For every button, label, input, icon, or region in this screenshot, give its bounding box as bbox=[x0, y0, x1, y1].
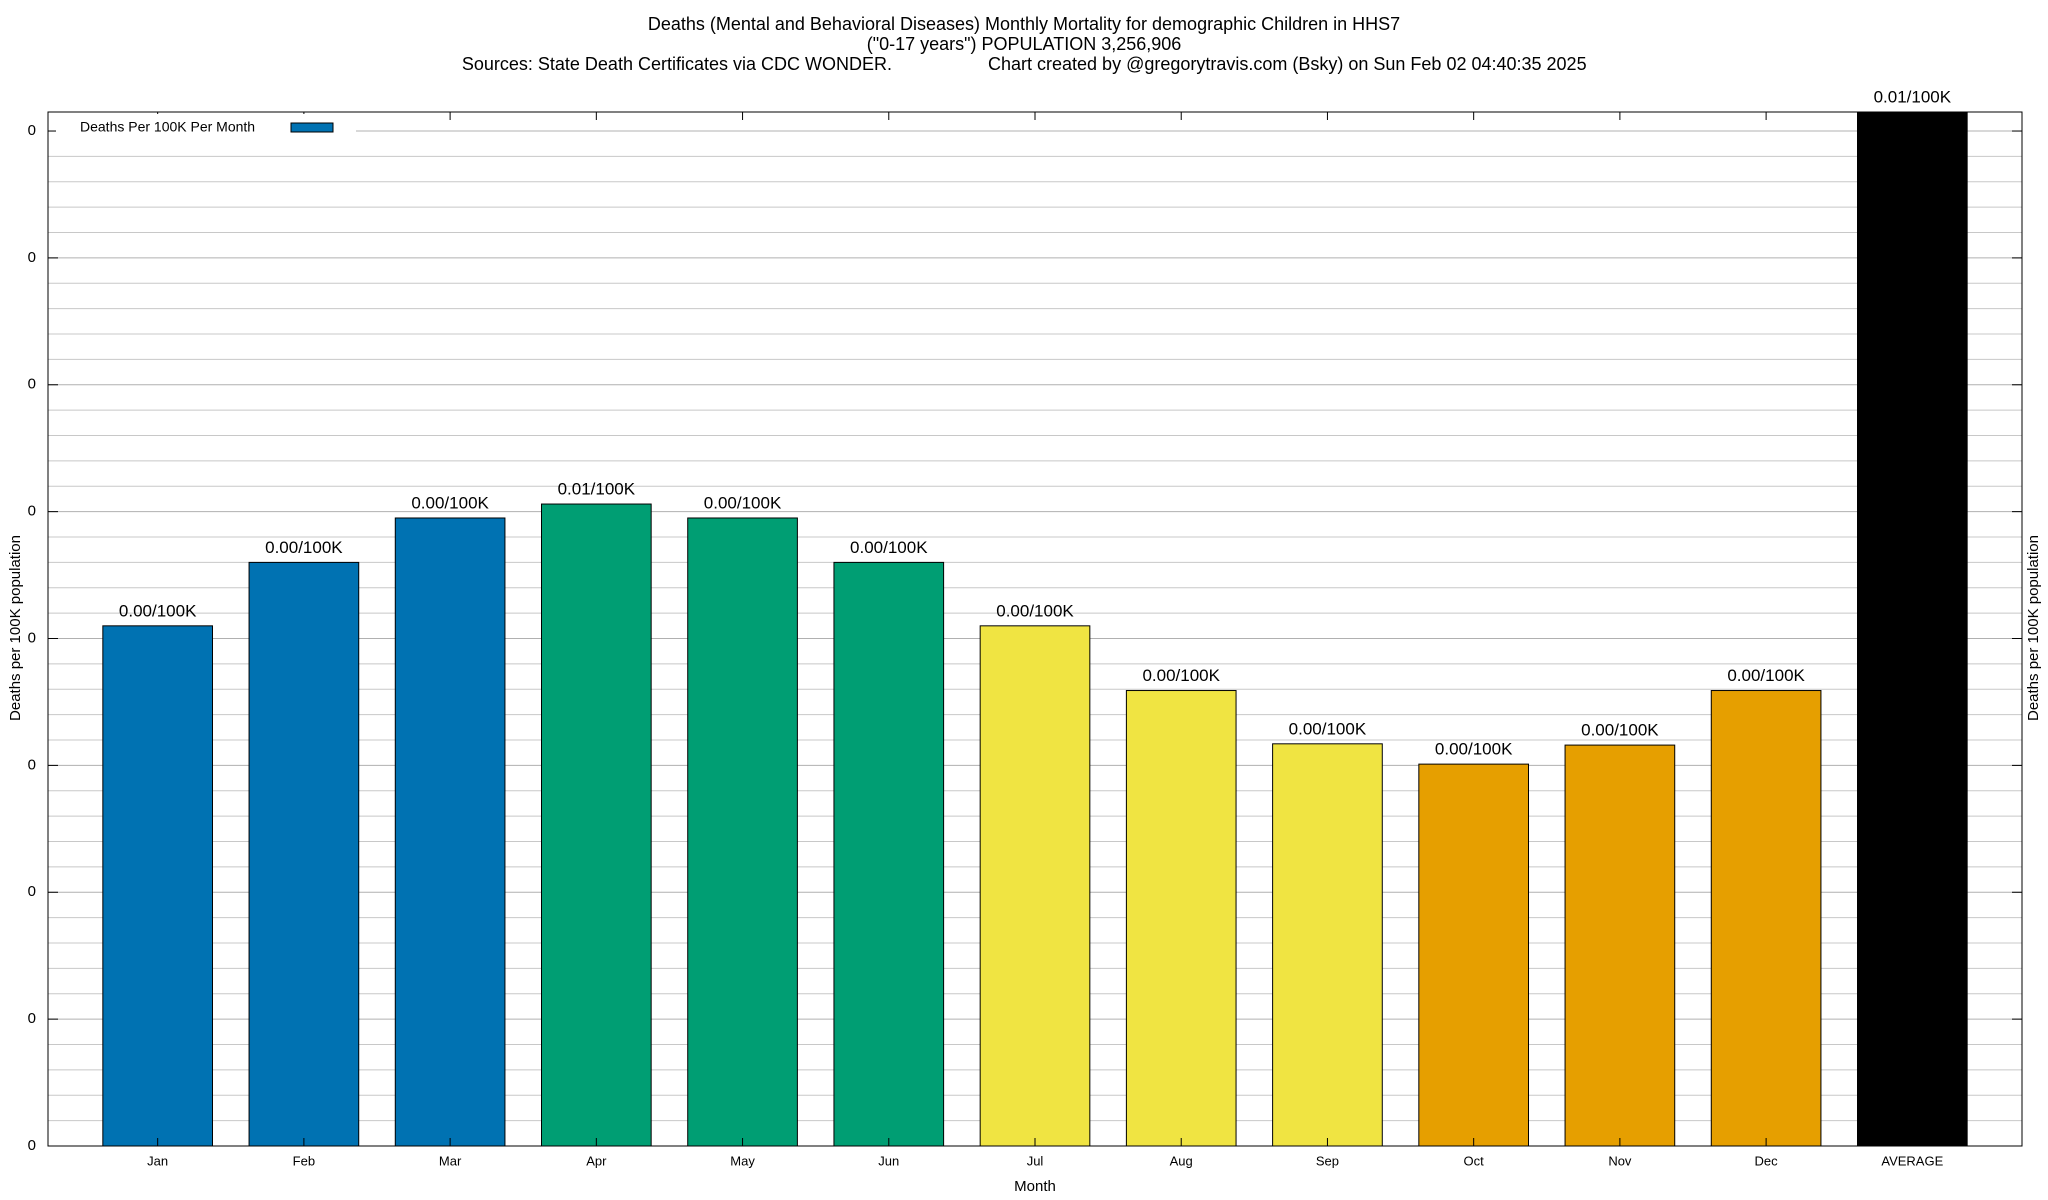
x-tick-label: Jun bbox=[878, 1153, 899, 1168]
x-tick-label: Sep bbox=[1316, 1153, 1339, 1168]
value-label: 0.00/100K bbox=[1435, 740, 1513, 759]
x-tick-label: Oct bbox=[1464, 1153, 1485, 1168]
value-label: 0.00/100K bbox=[996, 601, 1074, 620]
y-tick-label: 0 bbox=[28, 503, 36, 520]
y-tick-label: 0 bbox=[28, 1137, 36, 1154]
bar bbox=[833, 561, 945, 1146]
chart-subtitle: ("0-17 years") POPULATION 3,256,906 bbox=[867, 34, 1182, 54]
x-tick-label: Jan bbox=[147, 1153, 168, 1168]
value-label: 0.00/100K bbox=[265, 538, 343, 557]
bar bbox=[687, 517, 798, 1146]
x-tick-label: Aug bbox=[1170, 1153, 1193, 1168]
value-label: 0.01/100K bbox=[1874, 87, 1952, 106]
bar bbox=[1125, 690, 1237, 1146]
bar bbox=[979, 625, 1091, 1146]
bar bbox=[248, 561, 360, 1146]
value-label: 0.00/100K bbox=[1727, 666, 1805, 685]
x-tick-label: Apr bbox=[586, 1153, 607, 1168]
x-tick-label: Nov bbox=[1608, 1153, 1632, 1168]
legend-swatch bbox=[290, 122, 334, 133]
bar bbox=[1418, 763, 1530, 1146]
y2-axis-label: Deaths per 100K population bbox=[2025, 535, 2042, 721]
value-label: 0.00/100K bbox=[850, 538, 928, 557]
x-tick-label: May bbox=[730, 1153, 755, 1168]
bar bbox=[1272, 743, 1383, 1146]
value-label: 0.00/100K bbox=[119, 601, 197, 620]
value-label: 0.00/100K bbox=[1142, 666, 1220, 685]
y-tick-label: 0 bbox=[28, 376, 36, 393]
y-tick-label: 0 bbox=[28, 122, 36, 139]
chart-credit: Chart created by @gregorytravis.com (Bsk… bbox=[988, 54, 1587, 74]
value-label: 0.00/100K bbox=[411, 493, 489, 512]
y-tick-label: 0 bbox=[28, 1010, 36, 1027]
x-tick-label: AVERAGE bbox=[1881, 1153, 1943, 1168]
value-label: 0.01/100K bbox=[558, 480, 636, 499]
x-tick-label: Feb bbox=[293, 1153, 315, 1168]
x-tick-label: Dec bbox=[1755, 1153, 1779, 1168]
x-tick-label: Jul bbox=[1027, 1153, 1044, 1168]
plot-area bbox=[102, 112, 1968, 1146]
plot-frame bbox=[47, 111, 2023, 1147]
bar bbox=[394, 517, 506, 1146]
y-tick-label: 0 bbox=[28, 756, 36, 773]
bar bbox=[1710, 690, 1822, 1146]
x-tick-label: Mar bbox=[439, 1153, 462, 1168]
y-tick-label: 0 bbox=[28, 883, 36, 900]
x-axis-label: Month bbox=[1014, 1178, 1056, 1195]
y-axis-label: Deaths per 100K population bbox=[7, 535, 24, 721]
y-tick-label: 0 bbox=[28, 629, 36, 646]
bar bbox=[541, 503, 652, 1146]
bar bbox=[102, 625, 213, 1146]
legend-label: Deaths Per 100K Per Month bbox=[80, 119, 255, 135]
chart-source: Sources: State Death Certificates via CD… bbox=[462, 54, 892, 74]
bar bbox=[1564, 744, 1676, 1146]
value-label: 0.00/100K bbox=[1581, 721, 1659, 740]
value-label: 0.00/100K bbox=[704, 493, 782, 512]
value-label: 0.00/100K bbox=[1289, 719, 1367, 738]
y-tick-label: 0 bbox=[28, 249, 36, 266]
bar bbox=[1857, 112, 1968, 1146]
chart-title: Deaths (Mental and Behavioral Diseases) … bbox=[648, 14, 1400, 34]
